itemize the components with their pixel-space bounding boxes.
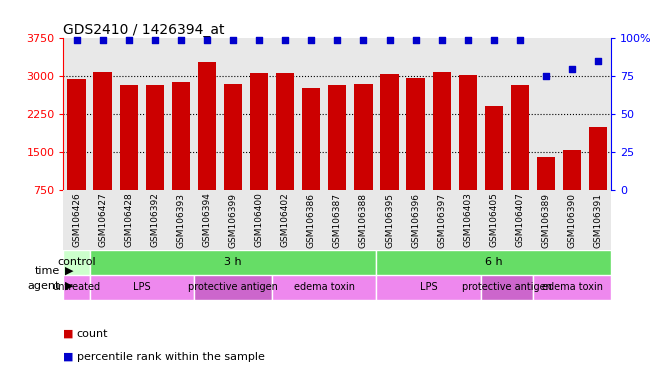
Text: GSM106393: GSM106393 [176,193,185,248]
Text: protective antigen: protective antigen [188,282,278,292]
Point [306,37,317,43]
Point [462,37,473,43]
Bar [94,72,112,190]
Point [540,73,551,79]
Text: GSM106402: GSM106402 [281,193,290,247]
Point [410,37,421,43]
Bar [224,84,242,190]
Text: LPS: LPS [133,282,150,292]
Text: GSM106399: GSM106399 [228,193,238,248]
Bar [563,150,581,190]
Bar [146,85,164,190]
Bar [406,78,425,190]
Text: 3 h: 3 h [224,257,242,267]
Text: GSM106394: GSM106394 [202,193,211,247]
Text: GSM106391: GSM106391 [594,193,603,248]
Bar [198,62,216,190]
Bar [354,84,373,190]
Text: GSM106403: GSM106403 [464,193,472,247]
Bar [272,275,377,300]
Text: control: control [57,257,96,267]
Text: edema toxin: edema toxin [542,282,603,292]
Bar [511,85,529,190]
Text: GSM106426: GSM106426 [72,193,81,247]
Bar [90,275,194,300]
Point [436,37,447,43]
Bar [302,88,321,190]
Text: GDS2410 / 1426394_at: GDS2410 / 1426394_at [63,23,225,37]
Bar [194,275,272,300]
Bar [276,73,295,190]
Text: GSM106407: GSM106407 [516,193,524,247]
Bar [589,127,607,190]
Text: percentile rank within the sample: percentile rank within the sample [77,352,265,362]
Text: ■: ■ [63,329,74,339]
Bar [537,157,555,190]
Bar [380,74,399,190]
Text: count: count [77,329,108,339]
Text: GSM106405: GSM106405 [490,193,498,247]
Text: GSM106388: GSM106388 [359,193,368,248]
Text: GSM106400: GSM106400 [255,193,264,247]
Bar [172,82,190,190]
Point [98,37,108,43]
Text: time: time [35,266,60,276]
Point [514,37,525,43]
Text: untreated: untreated [53,282,101,292]
Text: GSM106387: GSM106387 [333,193,342,248]
Point [566,66,577,72]
Bar [63,275,90,300]
Point [332,37,343,43]
Point [358,37,369,43]
Bar [481,275,533,300]
Text: GSM106395: GSM106395 [385,193,394,248]
Text: 6 h: 6 h [485,257,502,267]
Bar [433,72,451,190]
Text: ▶: ▶ [65,281,74,291]
Bar [328,85,347,190]
Text: LPS: LPS [420,282,438,292]
Point [202,37,212,43]
Point [228,37,238,43]
Text: ▶: ▶ [65,266,74,276]
Text: protective antigen: protective antigen [462,282,552,292]
Text: ■: ■ [63,352,74,362]
Bar [63,250,90,275]
Bar [250,73,269,190]
Point [71,37,82,43]
Bar [377,250,611,275]
Text: agent: agent [28,281,60,291]
Point [176,37,186,43]
Point [384,37,395,43]
Point [593,58,603,64]
Text: GSM106397: GSM106397 [437,193,446,248]
Bar [485,106,503,190]
Bar [90,250,377,275]
Bar [377,275,481,300]
Text: GSM106396: GSM106396 [411,193,420,248]
Bar [459,75,477,190]
Text: GSM106427: GSM106427 [98,193,107,247]
Text: GSM106390: GSM106390 [568,193,576,248]
Point [280,37,291,43]
Bar [120,85,138,190]
Point [254,37,265,43]
Point [488,37,499,43]
Bar [67,79,86,190]
Text: GSM106389: GSM106389 [542,193,550,248]
Text: GSM106392: GSM106392 [150,193,159,247]
Text: edema toxin: edema toxin [294,282,355,292]
Point [124,37,134,43]
Text: GSM106386: GSM106386 [307,193,316,248]
Point [150,37,160,43]
Bar [533,275,611,300]
Text: GSM106428: GSM106428 [124,193,133,247]
